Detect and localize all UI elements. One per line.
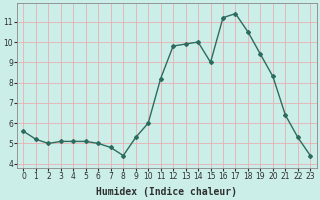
X-axis label: Humidex (Indice chaleur): Humidex (Indice chaleur) — [96, 186, 237, 197]
